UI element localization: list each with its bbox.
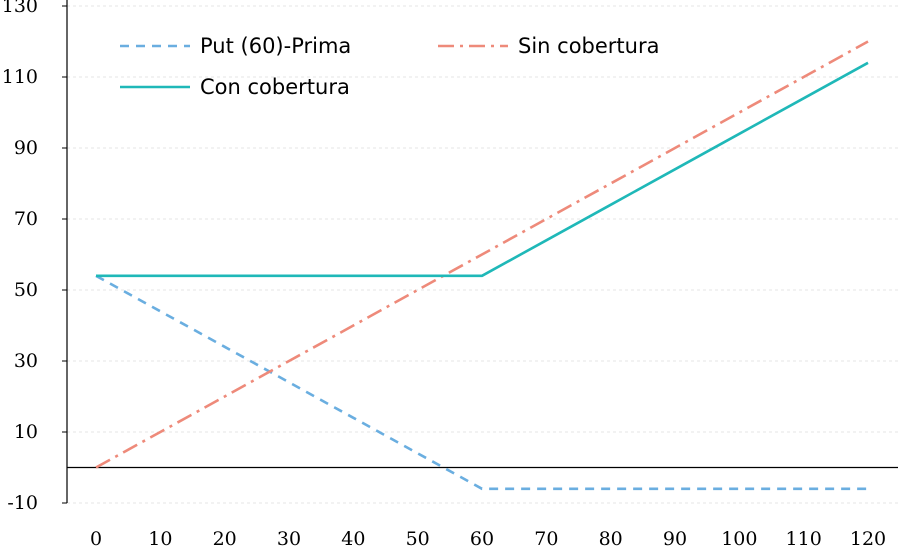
x-axis-ticks: 0 10 20 30 40 50 60 70 80 90 100 110 120 (90, 528, 886, 550)
x-tick-label: 100 (721, 528, 757, 550)
legend-label-put-prima: Put (60)-Prima (200, 34, 351, 58)
x-tick-label: 90 (663, 528, 687, 550)
x-tick-label: 30 (277, 528, 301, 550)
x-tick-label: 40 (341, 528, 365, 550)
x-tick-label: 120 (850, 528, 886, 550)
x-tick-label: 70 (534, 528, 558, 550)
legend-label-con-cobertura: Con cobertura (200, 75, 350, 99)
x-tick-label: 110 (786, 528, 822, 550)
legend-label-sin-cobertura: Sin cobertura (518, 34, 659, 58)
series-line-con-cobertura (96, 61, 869, 278)
x-tick-label: 50 (406, 528, 430, 550)
y-tick-label: 130 (2, 0, 38, 17)
x-tick-label: 0 (90, 528, 102, 550)
legend: Put (60)-Prima Sin cobertura Con cobertu… (120, 34, 659, 99)
series-lines (95, 40, 869, 491)
y-tick-label: 30 (14, 350, 38, 372)
y-tick-label: 10 (14, 421, 38, 443)
x-tick-label: 20 (213, 528, 237, 550)
y-tick-label: 110 (2, 66, 38, 88)
x-tick-label: 10 (148, 528, 172, 550)
y-tick-label: 70 (14, 208, 38, 230)
y-tick-label: -10 (7, 492, 38, 514)
series-line-put-60-prima (95, 274, 868, 491)
y-tick-label: 90 (14, 137, 38, 159)
gridlines (67, 5, 898, 504)
series-line-sin-cobertura (95, 40, 869, 469)
x-tick-label: 60 (470, 528, 494, 550)
y-axis-ticks: 130 110 90 70 50 30 10 -10 (2, 0, 67, 514)
x-tick-label: 80 (599, 528, 623, 550)
y-tick-label: 50 (14, 279, 38, 301)
axes (66, 0, 898, 503)
